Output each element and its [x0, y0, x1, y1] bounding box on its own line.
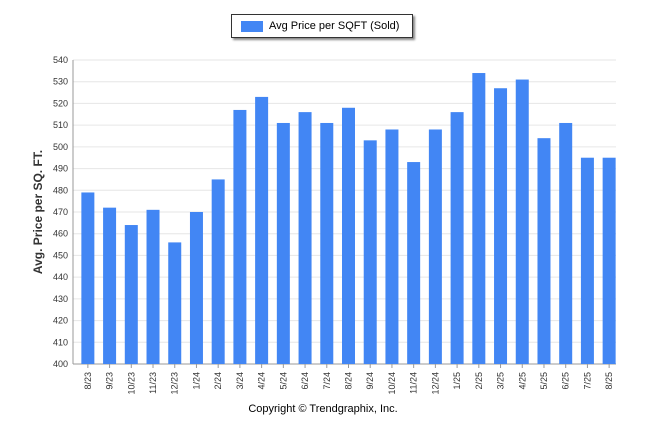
bar [211, 179, 225, 364]
x-tick-label: 7/25 [582, 372, 592, 390]
x-tick-label: 5/24 [278, 372, 288, 390]
y-tick-label: 500 [53, 142, 68, 152]
x-tick-label: 2/24 [213, 372, 223, 390]
legend-swatch [241, 20, 263, 32]
bar [124, 225, 138, 364]
bar [298, 112, 312, 364]
bar [537, 138, 551, 364]
y-tick-label: 470 [53, 207, 68, 217]
x-tick-label: 11/24 [409, 372, 419, 394]
x-tick-label: 4/25 [517, 372, 527, 390]
x-tick-label: 9/24 [365, 372, 375, 390]
copyright-text: Copyright © Trendgraphix, Inc. [248, 403, 398, 415]
bar [559, 122, 573, 364]
bar [255, 96, 269, 365]
x-tick-label: 6/25 [561, 372, 571, 390]
y-tick-label: 510 [53, 120, 68, 130]
y-tick-label: 440 [53, 272, 68, 282]
x-tick-label: 12/24 [430, 372, 440, 395]
x-tick-label: 4/24 [257, 372, 267, 390]
bar [472, 73, 486, 365]
bar [428, 129, 442, 364]
y-tick-label: 450 [53, 250, 68, 260]
y-tick-label: 400 [53, 359, 68, 369]
bar-chart: 400 410 420 430 440 450 460 470 480 490 500 510 520 5… [31, 55, 616, 395]
x-tick-label: 8/23 [83, 372, 93, 390]
bar [276, 122, 290, 364]
x-tick-label: 10/24 [387, 372, 397, 395]
bar [81, 192, 95, 364]
y-axis-title: Avg. Price per SQ. FT. [31, 150, 45, 274]
bar [342, 107, 355, 365]
bar [168, 242, 182, 364]
y-tick-label: 430 [53, 294, 68, 304]
bar [407, 162, 421, 364]
y-tick-label: 520 [53, 98, 68, 108]
x-tick-label: 7/24 [322, 372, 332, 390]
x-tick-label: 12/23 [170, 372, 180, 395]
bar [146, 209, 160, 364]
y-tick-label: 540 [53, 55, 68, 65]
x-tick-label: 3/25 [496, 372, 506, 390]
legend-label: Avg Price per SQFT (Sold) [269, 20, 400, 32]
x-tick-label: 2/25 [474, 372, 484, 390]
y-tick-label: 530 [53, 77, 68, 87]
x-tick-label: 1/24 [191, 372, 201, 390]
bar [580, 157, 594, 364]
x-tick-label: 11/23 [148, 372, 158, 394]
x-tick-label: 8/24 [344, 372, 354, 390]
x-tick-label: 1/25 [452, 372, 462, 390]
y-tick-label: 490 [53, 164, 68, 174]
x-tick-label: 10/23 [126, 372, 136, 395]
bar [385, 129, 399, 364]
legend: Avg Price per SQFT (Sold) [231, 14, 413, 38]
y-tick-label: 460 [53, 229, 68, 239]
bar [320, 122, 334, 364]
y-tick-label: 480 [53, 185, 68, 195]
bar [515, 79, 529, 365]
y-tick-label: 420 [53, 316, 68, 326]
bar [450, 112, 464, 364]
bar [494, 88, 508, 364]
bar [103, 207, 117, 364]
bar [363, 140, 377, 364]
x-tick-label: 5/25 [539, 372, 549, 390]
x-tick-label: 9/23 [105, 372, 115, 390]
bar [189, 212, 203, 364]
bar [602, 157, 616, 364]
x-tick-label: 6/24 [300, 372, 310, 390]
x-tick-label: 8/25 [604, 372, 614, 390]
y-tick-label: 410 [53, 337, 68, 347]
x-tick-label: 3/24 [235, 372, 245, 390]
bar [233, 109, 247, 364]
